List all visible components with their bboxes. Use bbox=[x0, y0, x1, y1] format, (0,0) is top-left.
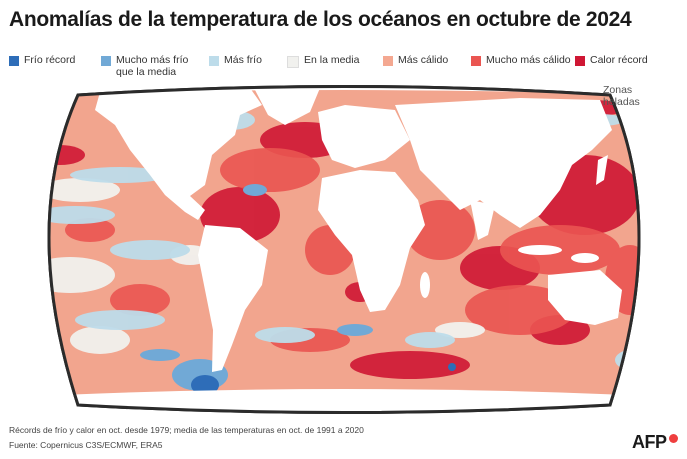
antarctica bbox=[49, 389, 639, 413]
legend-item-average: En la media bbox=[287, 54, 359, 68]
legend-swatch bbox=[101, 56, 111, 66]
legend-label: Más cálido bbox=[398, 54, 449, 66]
europe bbox=[318, 105, 410, 168]
legend: Frío récord Mucho más frío que la media … bbox=[9, 54, 684, 84]
legend-swatch bbox=[575, 56, 585, 66]
record-heat-zones bbox=[49, 100, 639, 379]
afp-logo-text: AFP bbox=[632, 432, 667, 452]
much-warmer-zones bbox=[65, 148, 639, 352]
afp-logo-dot bbox=[668, 434, 678, 443]
legend-swatch bbox=[471, 56, 481, 66]
madagascar bbox=[420, 272, 430, 298]
indonesia bbox=[518, 245, 562, 255]
africa bbox=[318, 170, 425, 312]
legend-label: Mucho más cálido bbox=[486, 54, 571, 66]
japan bbox=[596, 155, 608, 185]
australia bbox=[548, 270, 622, 325]
legend-swatch bbox=[209, 56, 219, 66]
legend-item-colder: Más frío bbox=[209, 54, 262, 66]
legend-item-much-colder: Mucho más frío que la media bbox=[101, 54, 196, 78]
south-america bbox=[198, 225, 268, 372]
legend-label: Calor récord bbox=[590, 54, 648, 66]
footnote-methodology: Récords de frío y calor en oct. desde 19… bbox=[9, 425, 364, 435]
legend-item-warmer: Más cálido bbox=[383, 54, 448, 66]
legend-item-record-cold: Frío récord bbox=[9, 54, 75, 66]
new-zealand bbox=[634, 325, 639, 348]
legend-label: En la media bbox=[304, 54, 360, 66]
asia bbox=[395, 98, 612, 228]
legend-label: Mucho más frío que la media bbox=[116, 54, 189, 78]
legend-label: Frío récord bbox=[24, 54, 76, 66]
legend-swatch bbox=[287, 56, 299, 68]
legend-swatch bbox=[383, 56, 393, 66]
page-title: Anomalías de la temperatura de los océan… bbox=[9, 8, 632, 31]
legend-label: Más frío bbox=[224, 54, 262, 66]
legend-item-much-warmer: Mucho más cálido bbox=[471, 54, 571, 66]
afp-logo: AFP bbox=[632, 432, 678, 453]
india bbox=[470, 200, 495, 240]
legend-item-record-heat: Calor récord bbox=[575, 54, 648, 66]
footnote-source: Fuente: Copernicus C3S/ECMWF, ERA5 bbox=[9, 440, 163, 450]
new-guinea bbox=[571, 253, 599, 263]
map-frame-top bbox=[47, 85, 641, 414]
frozen-zones-label: Zonas heladas bbox=[603, 84, 640, 108]
legend-swatch bbox=[9, 56, 19, 66]
greenland bbox=[255, 88, 320, 125]
record-cold-zones bbox=[191, 363, 456, 395]
north-america bbox=[95, 88, 262, 220]
